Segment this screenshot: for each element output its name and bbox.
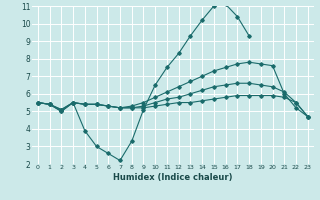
X-axis label: Humidex (Indice chaleur): Humidex (Indice chaleur) [113,173,233,182]
